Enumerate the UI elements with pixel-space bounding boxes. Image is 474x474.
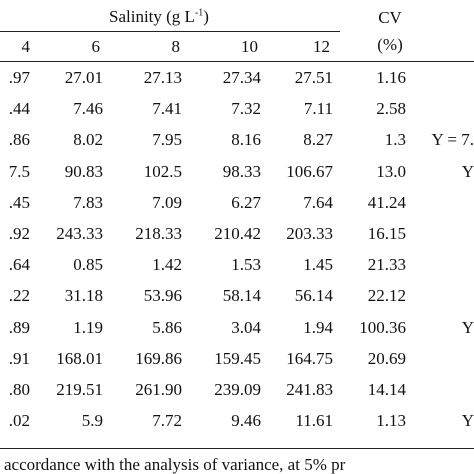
- cell-salinity-10: 1.53: [231, 255, 261, 274]
- cell-salinity-8: 169.86: [135, 349, 182, 368]
- cell-salinity-6: 7.46: [73, 99, 103, 118]
- cell-salinity-12: 7.64: [303, 193, 333, 212]
- cell-salinity-6: 27.01: [64, 68, 103, 87]
- cell-salinity-4: .97: [8, 68, 30, 87]
- cell-salinity-12: 241.83: [286, 380, 333, 399]
- cell-cv: 41.24: [367, 193, 406, 212]
- column-header-12: 12: [313, 37, 330, 56]
- column-header-10: 10: [241, 37, 258, 56]
- cell-salinity-4: .86: [8, 130, 30, 149]
- salinity-label-prefix: Salinity (g L: [109, 7, 195, 26]
- cell-salinity-8: 7.09: [152, 193, 182, 212]
- salinity-label-exponent: -1: [194, 7, 204, 19]
- cell-salinity-8: 53.96: [143, 286, 182, 305]
- cell-salinity-6: 168.01: [56, 349, 103, 368]
- cell-salinity-8: 102.5: [143, 162, 182, 181]
- cell-salinity-12: 56.14: [294, 286, 333, 305]
- cell-salinity-4: .45: [8, 193, 30, 212]
- salinity-label-suffix: ): [203, 7, 209, 26]
- cell-cv: 1.13: [376, 411, 406, 430]
- cell-salinity-12: 203.33: [286, 224, 333, 243]
- cell-salinity-10: 58.14: [222, 286, 261, 305]
- cell-cv: 1.3: [384, 130, 406, 149]
- cell-salinity-10: 6.27: [231, 193, 261, 212]
- footnote-text: accordance with the analysis of variance…: [4, 455, 346, 474]
- cell-salinity-10: 7.32: [231, 99, 261, 118]
- cell-salinity-6: 90.83: [64, 162, 103, 181]
- salinity-group-label: Salinity (g L-1): [109, 7, 209, 27]
- cell-cv: 20.69: [367, 349, 406, 368]
- cell-cv: 22.12: [367, 286, 406, 305]
- cell-cv: 16.15: [367, 224, 406, 243]
- cell-salinity-4: 7.5: [8, 162, 30, 181]
- cell-salinity-6: 8.02: [73, 130, 103, 149]
- cell-cv: 13.0: [376, 162, 406, 181]
- cell-salinity-10: 210.42: [214, 224, 261, 243]
- cell-regression-equation: Y = 7.: [431, 130, 474, 149]
- cell-salinity-8: 1.42: [152, 255, 182, 274]
- cell-salinity-8: 5.86: [152, 318, 182, 337]
- cell-salinity-10: 8.16: [231, 130, 261, 149]
- cell-salinity-10: 239.09: [214, 380, 261, 399]
- cv-header-line1: CV: [378, 8, 402, 27]
- cell-salinity-6: 243.33: [56, 224, 103, 243]
- cell-cv: 1.16: [376, 68, 406, 87]
- cell-cv: 100.36: [359, 318, 406, 337]
- cell-salinity-12: 27.51: [294, 68, 333, 87]
- salinity-group-rule: [0, 31, 340, 32]
- cell-regression-equation: Y: [461, 318, 474, 337]
- cell-salinity-8: 7.95: [152, 130, 182, 149]
- cell-salinity-8: 27.13: [143, 68, 182, 87]
- cell-salinity-12: 1.45: [303, 255, 333, 274]
- cell-salinity-6: 7.83: [73, 193, 103, 212]
- column-header-6: 6: [91, 37, 101, 56]
- cell-salinity-4: .44: [8, 99, 30, 118]
- cell-salinity-6: 0.85: [73, 255, 103, 274]
- cell-salinity-6: 1.19: [73, 318, 103, 337]
- cell-cv: 2.58: [376, 99, 406, 118]
- cell-salinity-8: 7.41: [152, 99, 182, 118]
- cell-salinity-4: .92: [8, 224, 30, 243]
- cell-salinity-10: 9.46: [231, 411, 261, 430]
- cell-salinity-10: 98.33: [222, 162, 261, 181]
- cell-salinity-8: 261.90: [135, 380, 182, 399]
- cell-salinity-4: .64: [8, 255, 30, 274]
- cell-cv: 14.14: [367, 380, 406, 399]
- cell-cv: 21.33: [367, 255, 406, 274]
- cell-salinity-12: 8.27: [303, 130, 333, 149]
- cell-salinity-12: 11.61: [295, 411, 333, 430]
- cv-header-line2: (%): [377, 35, 403, 54]
- cell-regression-equation: Y: [461, 411, 474, 430]
- cell-salinity-10: 27.34: [222, 68, 261, 87]
- cell-salinity-6: 219.51: [56, 380, 103, 399]
- cell-salinity-6: 5.9: [81, 411, 103, 430]
- cell-salinity-4: .02: [8, 411, 30, 430]
- cell-salinity-10: 3.04: [231, 318, 261, 337]
- cell-salinity-4: .22: [8, 286, 30, 305]
- cell-salinity-12: 106.67: [286, 162, 333, 181]
- cell-salinity-12: 1.94: [303, 318, 333, 337]
- cell-salinity-8: 7.72: [152, 411, 182, 430]
- cell-salinity-12: 164.75: [286, 349, 333, 368]
- column-header-8: 8: [171, 37, 181, 56]
- cell-salinity-8: 218.33: [135, 224, 182, 243]
- cell-salinity-12: 7.11: [303, 99, 333, 118]
- cell-salinity-4: .89: [8, 318, 30, 337]
- cell-salinity-4: .91: [8, 349, 30, 368]
- table-bottom-rule: [0, 448, 474, 449]
- column-header-4: 4: [21, 37, 31, 56]
- cell-salinity-6: 31.18: [64, 286, 103, 305]
- cell-salinity-10: 159.45: [214, 349, 261, 368]
- cell-salinity-4: .80: [8, 380, 30, 399]
- cell-regression-equation: Y: [461, 162, 474, 181]
- header-bottom-rule: [0, 61, 474, 62]
